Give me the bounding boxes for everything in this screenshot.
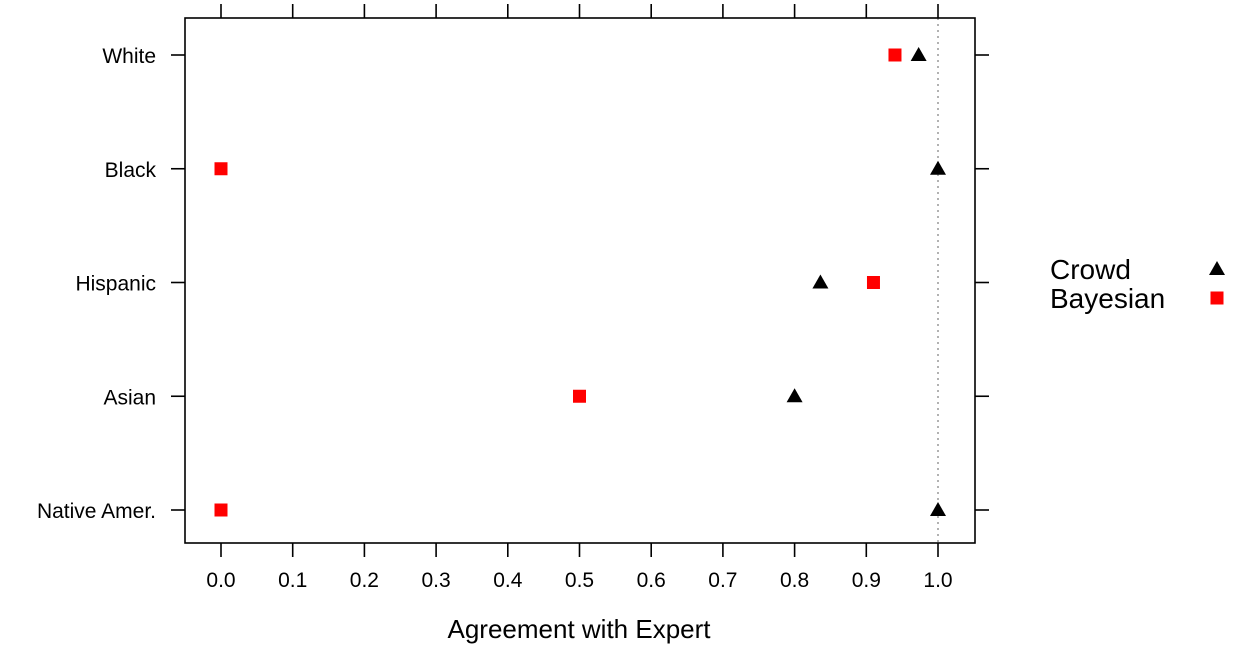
- x-tick-label: 0.4: [493, 569, 523, 592]
- x-tick-label: 0.7: [708, 569, 737, 592]
- bayesian-point: [866, 276, 880, 289]
- bayesian-point: [888, 48, 902, 62]
- crowd-point: [910, 47, 927, 61]
- x-tick-label: 0.5: [565, 569, 594, 592]
- x-tick-label: 0.0: [206, 569, 235, 592]
- axes: 0.0 0.1 0.2 0.3 0.4 0.5 0.6 0.7 0.8 0.9 1.0 White Bl…: [37, 4, 989, 592]
- plot-frame: [184, 17, 976, 544]
- bayesian-point: [214, 162, 228, 176]
- y-category-label: White: [102, 45, 156, 68]
- x-tick-label: 0.8: [780, 569, 809, 592]
- x-axis-title: Agreement with Expert: [447, 614, 711, 644]
- legend-marker-crowd: [1209, 261, 1225, 275]
- x-tick-label: 1.0: [923, 569, 952, 592]
- x-tick-label: 0.1: [278, 569, 307, 592]
- bayesian-point: [214, 503, 228, 517]
- crowd-point: [930, 502, 946, 516]
- plot-area: [184, 17, 976, 544]
- crowd-point: [786, 388, 803, 403]
- legend-label-crowd: Crowd: [1050, 254, 1131, 285]
- data-points: [214, 47, 946, 517]
- y-category-label: Black: [105, 159, 157, 182]
- legend-label-bayesian: Bayesian: [1050, 283, 1165, 314]
- legend-marker-bayesian: [1210, 291, 1224, 305]
- crowd-point: [812, 274, 829, 289]
- y-category-label: Asian: [103, 386, 156, 409]
- bayesian-point: [573, 389, 586, 403]
- crowd-point: [930, 160, 946, 175]
- x-tick-label: 0.2: [350, 569, 379, 592]
- x-tick-label: 0.6: [637, 569, 666, 592]
- x-tick-label: 0.9: [852, 569, 881, 592]
- y-category-label: Native Amer.: [37, 500, 156, 523]
- y-category-label: Hispanic: [75, 273, 156, 296]
- x-tick-label: 0.3: [421, 569, 450, 592]
